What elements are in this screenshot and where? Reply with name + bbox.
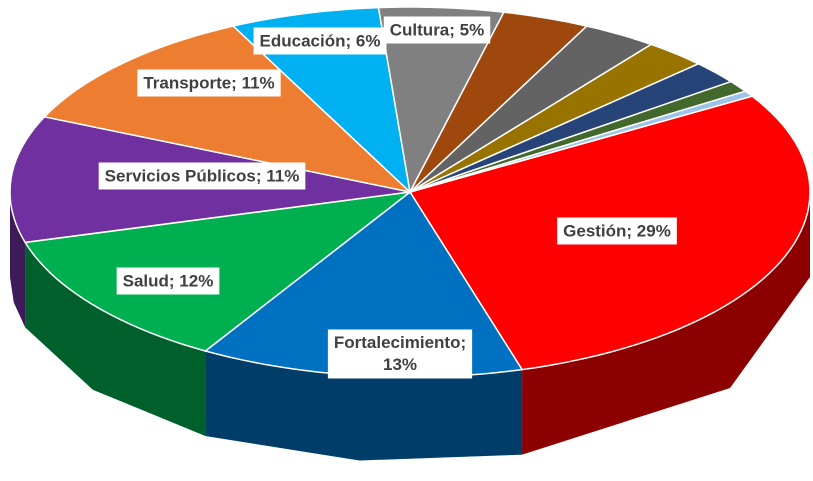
data-label-group: Educación; 6% [253, 27, 387, 55]
slice [409, 11, 589, 193]
slice [409, 25, 653, 193]
data-label-group: Fortalecimiento; 13% [327, 329, 473, 379]
data-label: Transporte; 11% [143, 73, 274, 92]
slice-side [10, 192, 26, 328]
data-label-group: Servicios Públicos; 11% [98, 162, 306, 190]
data-label-group: Gestión; 29% [557, 217, 677, 245]
data-label: Cultura; 5% [390, 20, 484, 39]
data-label-box [557, 217, 677, 245]
data-label-box [98, 162, 306, 190]
slice [409, 90, 754, 193]
slice-side-shade [10, 192, 26, 328]
slice [377, 6, 506, 195]
data-label-group: Cultura; 5% [383, 16, 491, 44]
data-label-box [383, 16, 491, 44]
slice-side [522, 192, 810, 455]
data-label-box [327, 329, 473, 379]
data-label: Salud; 12% [123, 271, 214, 290]
data-label-group: Transporte; 11% [137, 69, 281, 97]
slice-side [25, 242, 206, 436]
data-label: Servicios Públicos; 11% [105, 166, 300, 185]
slice [42, 25, 413, 194]
slice-side-shade [25, 242, 206, 436]
data-label: Educación; 6% [260, 31, 381, 50]
data-label: Gestión; 29% [563, 221, 671, 240]
data-label-box [253, 27, 387, 55]
data-label-box [116, 267, 220, 295]
slice [409, 43, 701, 193]
slice-side-shade [522, 192, 810, 455]
data-label-box [137, 69, 281, 97]
data-label-group: Salud; 12% [116, 267, 220, 295]
data-label: Fortalecimiento; 13% [334, 333, 466, 374]
